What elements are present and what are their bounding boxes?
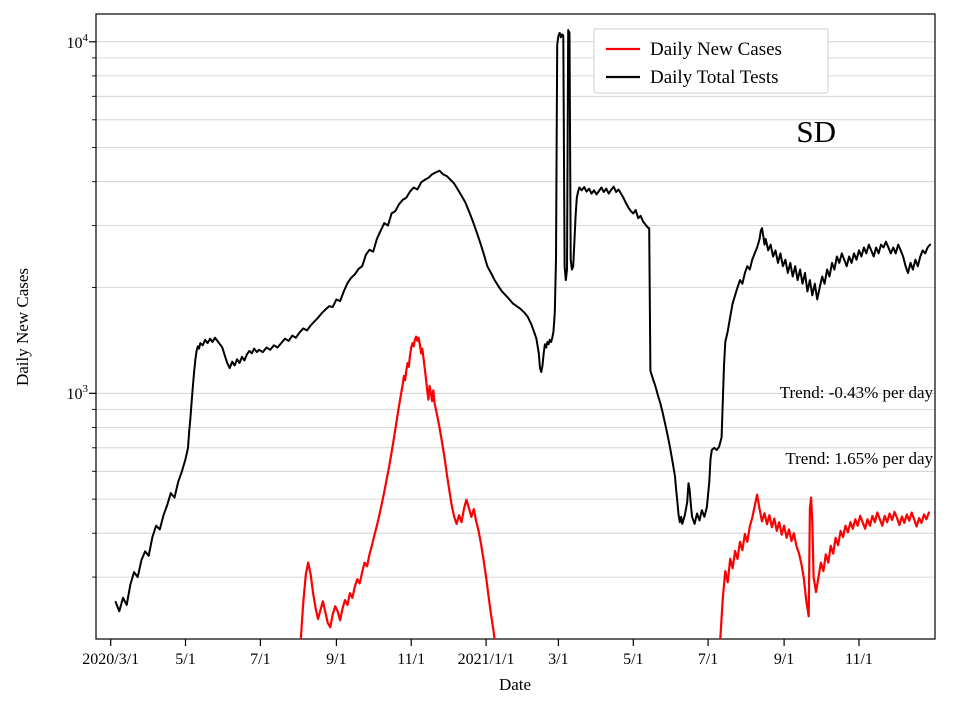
x-tick-label: 2020/3/1 xyxy=(82,651,139,668)
tick-layer: 2020/3/1 5/1 7/1 9/1 11/1 2021/1/1 3/1 5/1 7/1 9/… xyxy=(82,41,873,668)
legend-box xyxy=(593,28,829,94)
ytick-base: 10 xyxy=(67,386,83,403)
legend-label-daily-new-cases: Daily New Cases xyxy=(650,39,782,60)
x-tick-label: 9/1 xyxy=(326,651,346,668)
ytick-label-1e3: 103 xyxy=(67,383,89,403)
series-line-daily-total-tests xyxy=(114,29,932,613)
x-tick-label: 3/1 xyxy=(548,651,568,668)
ytick-exponent: 4 xyxy=(83,32,89,44)
trend-annotation-cases: Trend: 1.65% per day xyxy=(785,449,933,468)
trend-annotation-tests: Trend: -0.43% per day xyxy=(780,383,934,402)
x-tick-label: 9/1 xyxy=(774,651,794,668)
x-tick-label: 11/1 xyxy=(845,651,873,668)
x-tick-label: 5/1 xyxy=(175,651,195,668)
y-axis-label: Daily New Cases xyxy=(13,268,32,386)
ytick-label-1e4: 104 xyxy=(67,32,89,52)
x-tick-label: 5/1 xyxy=(623,651,643,668)
ytick-exponent: 3 xyxy=(83,383,89,395)
x-tick-label: 7/1 xyxy=(250,651,270,668)
series-line-daily-new-cases xyxy=(299,335,496,639)
series-line-daily-new-cases xyxy=(719,493,931,639)
state-label: SD xyxy=(796,114,836,149)
x-tick-label: 11/1 xyxy=(397,651,425,668)
series-layer xyxy=(114,29,932,639)
x-tick-label: 7/1 xyxy=(698,651,718,668)
ytick-base: 10 xyxy=(67,35,83,52)
x-tick-label: 2021/1/1 xyxy=(458,651,515,668)
grid-layer xyxy=(96,41,935,578)
plot-border xyxy=(95,13,936,640)
legend-label-daily-total-tests: Daily Total Tests xyxy=(650,67,779,88)
x-axis-label: Date xyxy=(499,675,531,694)
legend: Daily New Cases Daily Total Tests xyxy=(593,28,829,94)
